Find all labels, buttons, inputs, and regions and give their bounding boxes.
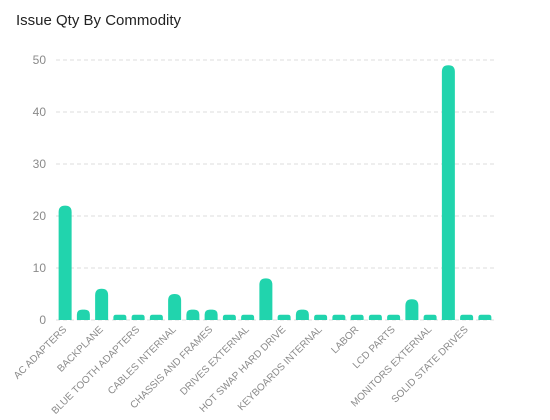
- x-tick-label: DRIVES EXTERNAL: [178, 324, 252, 398]
- bar[interactable]: [131, 314, 145, 320]
- y-tick-label: 40: [33, 105, 47, 119]
- bar[interactable]: [350, 314, 364, 320]
- x-tick-label: SOLID STATE DRIVES: [390, 324, 471, 405]
- x-tick-label: CABLES INTERNAL: [106, 324, 179, 397]
- bar[interactable]: [241, 314, 255, 320]
- y-tick-label: 20: [33, 209, 47, 223]
- gridlines: [56, 59, 494, 321]
- y-tick-label: 50: [33, 53, 47, 67]
- bar[interactable]: [332, 314, 346, 320]
- bar[interactable]: [441, 65, 455, 320]
- y-axis-ticks: 0 10 20 30 40 50: [33, 53, 47, 327]
- chart-title: Issue Qty By Commodity: [16, 12, 182, 29]
- bar[interactable]: [95, 288, 109, 320]
- bar[interactable]: [168, 294, 182, 320]
- bar[interactable]: [295, 309, 309, 320]
- bar[interactable]: [204, 309, 218, 320]
- bar[interactable]: [277, 314, 291, 320]
- bar[interactable]: [368, 314, 382, 320]
- bar[interactable]: [460, 314, 474, 320]
- bar[interactable]: [478, 314, 492, 320]
- bar[interactable]: [76, 309, 90, 320]
- bar[interactable]: [113, 314, 127, 320]
- bar[interactable]: [149, 314, 163, 320]
- x-tick-label: LABOR: [329, 324, 361, 356]
- bar[interactable]: [314, 314, 328, 320]
- y-tick-label: 0: [39, 313, 46, 327]
- bar[interactable]: [259, 278, 273, 320]
- bars: [58, 65, 492, 320]
- bar[interactable]: [405, 299, 419, 320]
- bar[interactable]: [423, 314, 437, 320]
- y-tick-label: 30: [33, 157, 47, 171]
- bar[interactable]: [222, 314, 236, 320]
- bar[interactable]: [387, 314, 401, 320]
- y-tick-label: 10: [33, 261, 47, 275]
- bar[interactable]: [58, 205, 72, 320]
- bar[interactable]: [186, 309, 200, 320]
